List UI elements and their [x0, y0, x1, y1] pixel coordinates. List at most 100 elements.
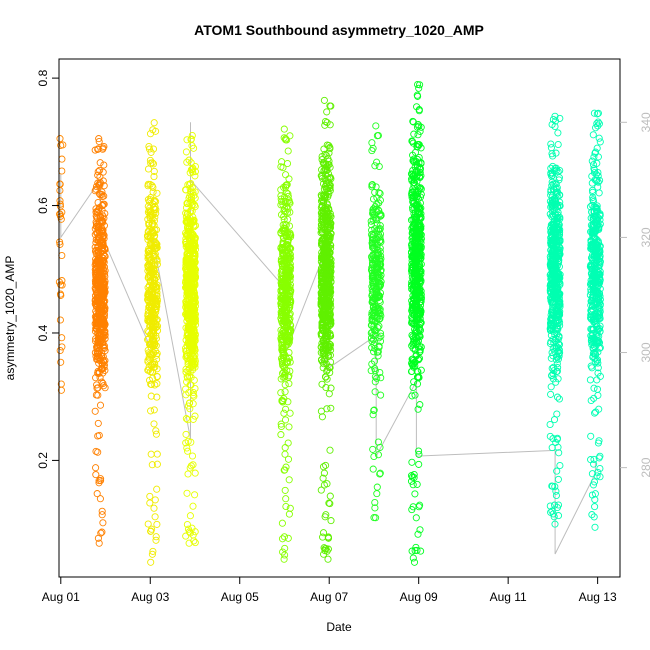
- data-point: [94, 168, 102, 176]
- data-point: [277, 257, 285, 265]
- data-point: [282, 171, 290, 179]
- data-point: [94, 391, 102, 399]
- data-point: [277, 317, 285, 325]
- data-point: [321, 117, 330, 126]
- data-point: [144, 520, 152, 528]
- data-point: [187, 217, 195, 225]
- data-point: [554, 140, 562, 149]
- data-point: [547, 324, 555, 332]
- data-point: [185, 321, 193, 329]
- data-point: [153, 393, 161, 401]
- data-point: [98, 188, 106, 196]
- data-point: [148, 262, 156, 270]
- data-point: [285, 266, 293, 274]
- data-point: [191, 491, 199, 499]
- data-point: [596, 473, 604, 481]
- data-point: [280, 310, 288, 318]
- data-point: [411, 490, 419, 498]
- data-point: [93, 300, 101, 308]
- data-point: [183, 444, 191, 452]
- data-point: [324, 188, 332, 196]
- data-point: [409, 554, 417, 562]
- data-point: [319, 306, 327, 315]
- data-point: [152, 273, 160, 282]
- data-point: [284, 237, 292, 245]
- data-point: [409, 481, 417, 489]
- data-point: [319, 229, 327, 237]
- data-point: [377, 374, 385, 382]
- data-point: [547, 383, 555, 391]
- data-point: [144, 165, 153, 173]
- data-point: [281, 332, 289, 340]
- data-point: [416, 185, 424, 193]
- data-point: [94, 337, 102, 345]
- data-point: [411, 391, 419, 399]
- grey-series-line: [60, 122, 596, 555]
- data-point: [417, 366, 425, 374]
- data-point: [281, 299, 289, 307]
- data-point: [409, 503, 417, 511]
- point-cluster-6: [317, 96, 335, 563]
- data-point: [96, 179, 104, 187]
- data-point: [592, 338, 600, 346]
- data-point: [183, 342, 191, 350]
- data-point: [281, 381, 289, 389]
- data-point: [57, 215, 65, 223]
- data-point: [595, 224, 603, 232]
- data-point: [550, 206, 558, 214]
- data-point: [411, 345, 419, 353]
- data-point: [547, 390, 555, 398]
- data-point: [551, 234, 559, 242]
- data-point: [285, 348, 293, 357]
- data-point: [372, 122, 380, 130]
- data-point: [94, 534, 102, 542]
- data-point: [153, 460, 161, 468]
- data-point: [187, 179, 195, 188]
- data-point: [412, 514, 420, 522]
- data-point: [593, 202, 601, 210]
- data-point: [368, 315, 376, 323]
- data-point: [592, 148, 600, 156]
- data-point: [191, 384, 199, 393]
- data-point: [279, 251, 287, 259]
- data-point: [152, 127, 160, 135]
- data-point: [370, 452, 378, 461]
- data-point: [153, 299, 161, 307]
- data-point: [320, 550, 328, 558]
- data-point: [555, 176, 563, 184]
- data-point: [588, 338, 596, 347]
- data-point: [99, 238, 107, 246]
- data-point: [191, 188, 199, 196]
- data-point: [146, 368, 154, 376]
- data-point: [182, 148, 190, 156]
- data-point: [416, 204, 424, 213]
- data-point: [147, 450, 155, 458]
- data-point: [322, 511, 330, 519]
- data-point: [191, 331, 199, 339]
- data-point: [589, 161, 598, 169]
- data-point: [92, 352, 100, 360]
- data-point: [416, 81, 424, 89]
- data-point: [595, 302, 603, 310]
- data-point: [553, 467, 561, 475]
- data-point: [280, 134, 288, 142]
- data-point: [414, 238, 422, 246]
- data-point: [319, 260, 327, 268]
- data-point: [376, 225, 384, 233]
- data-point: [548, 284, 556, 292]
- data-point: [587, 315, 595, 323]
- data-point: [417, 254, 425, 262]
- data-point: [596, 138, 604, 146]
- point-cluster-7: [367, 122, 385, 522]
- data-point: [377, 391, 385, 399]
- data-point: [323, 141, 331, 149]
- data-point: [408, 392, 416, 400]
- data-point: [376, 196, 384, 204]
- data-point: [100, 192, 108, 200]
- data-point: [410, 378, 418, 386]
- data-point: [412, 543, 420, 551]
- data-point: [150, 243, 158, 251]
- data-point: [98, 511, 106, 519]
- data-point: [150, 406, 158, 414]
- data-point: [372, 205, 380, 213]
